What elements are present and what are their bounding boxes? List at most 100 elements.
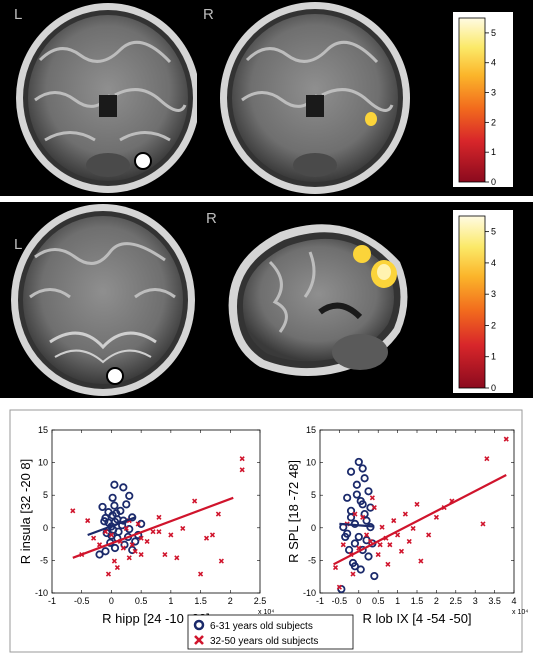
orientation-label-right: R — [203, 6, 214, 23]
y-tick-label: -5 — [308, 555, 316, 565]
x-tick-label: 1.5 — [411, 596, 424, 606]
data-point-old — [398, 548, 405, 554]
regression-line — [339, 522, 375, 528]
data-point-old — [85, 518, 91, 524]
data-point-old — [180, 525, 186, 532]
data-point-old — [375, 551, 381, 558]
data-point-young — [119, 483, 128, 492]
data-point-old — [96, 542, 103, 548]
data-point-young — [360, 474, 369, 483]
colorbar-bottom: 5 4 3 2 1 0 — [458, 215, 496, 393]
data-point-young — [364, 552, 373, 561]
legend-old-label: 32-50 years old subjects — [210, 636, 318, 647]
data-point-old — [503, 436, 509, 442]
data-point-old — [144, 538, 150, 545]
data-point-old — [70, 508, 76, 514]
data-point-young — [352, 490, 361, 499]
data-point-old — [123, 525, 129, 532]
data-point-young — [364, 487, 373, 496]
data-point-young — [354, 532, 363, 542]
data-point-old — [371, 505, 377, 511]
x-tick-label: 0.5 — [135, 596, 148, 606]
data-point-old — [379, 524, 385, 530]
data-point-old — [426, 532, 432, 538]
data-point-old — [418, 558, 424, 564]
data-point-old — [395, 532, 401, 538]
x-tick-label: 1 — [395, 596, 400, 606]
data-point-old — [336, 584, 342, 590]
colorbar-tick-label: 3 — [491, 88, 496, 98]
data-point-old — [203, 535, 210, 541]
data-point-old — [360, 514, 366, 520]
data-point-old — [126, 555, 132, 561]
x-tick-label: 1.5 — [194, 596, 207, 606]
data-point-young — [360, 510, 369, 519]
data-point-old — [414, 501, 420, 507]
data-point-old — [129, 542, 135, 548]
data-point-young — [104, 508, 113, 517]
y-tick-label: 10 — [38, 458, 48, 468]
data-point-young — [343, 493, 352, 502]
regression-line — [72, 496, 234, 559]
x-tick-label: 1 — [168, 596, 173, 606]
data-point-young — [131, 537, 140, 546]
data-point-old — [132, 548, 138, 554]
colorbar-tick-label: 0 — [491, 177, 496, 187]
y-tick-label: 15 — [38, 425, 48, 435]
x-tick-label: 3.5 — [488, 596, 501, 606]
data-point-old — [209, 532, 216, 538]
data-point-young — [356, 496, 365, 506]
data-point-old — [108, 532, 114, 538]
regression-line — [87, 516, 136, 537]
data-point-young — [370, 571, 379, 581]
orientation-label-left: L — [14, 6, 23, 23]
coronal-slice-activation-top: R — [197, 0, 423, 196]
legend-young-label: 6-31 years old subjects — [210, 621, 313, 632]
data-point-old — [215, 511, 221, 517]
data-point-old — [135, 521, 141, 527]
data-point-old — [340, 542, 346, 548]
data-point-old — [114, 565, 120, 571]
colorbar-tick-label: 3 — [491, 289, 496, 299]
data-point-old — [174, 555, 180, 561]
x-tick-label: 2 — [228, 596, 233, 606]
data-point-young — [358, 464, 367, 473]
plot-frame — [51, 429, 261, 594]
colorbar-panel-top: 5 4 3 2 1 0 — [423, 0, 533, 196]
data-point-young — [95, 550, 104, 559]
data-point-young — [350, 562, 360, 571]
data-point-old — [198, 571, 204, 577]
data-point-old — [387, 542, 393, 548]
x-tick-label: 0 — [109, 596, 114, 606]
data-point-old — [91, 535, 97, 541]
colorbar-tick-label: 4 — [491, 258, 496, 268]
x-multiplier-label: x 10⁴ — [258, 609, 274, 616]
x-tick-label: 0 — [356, 596, 361, 606]
sagittal-slice-activation: R — [200, 202, 423, 398]
data-point-old — [363, 532, 370, 538]
colorbar-tick-label: 5 — [491, 28, 496, 38]
x-tick-label: 2.5 — [450, 596, 463, 606]
x-axis-label: R lob IX [4 -54 -50] — [362, 611, 471, 626]
data-point-young — [346, 467, 356, 476]
colorbar-tick-label: 1 — [491, 352, 496, 362]
colorbar-tick-label: 2 — [491, 117, 496, 127]
y-tick-label: -10 — [35, 588, 48, 598]
x-tick-label: 3 — [473, 596, 478, 606]
data-point-old — [332, 565, 339, 571]
data-point-young — [110, 501, 119, 510]
data-point-old — [102, 529, 109, 535]
data-point-old — [350, 571, 356, 577]
colorbar-tick-label: 2 — [491, 320, 496, 330]
x-tick-label: -1 — [316, 596, 324, 606]
data-point-old — [192, 498, 198, 504]
y-tick-label: 5 — [311, 490, 316, 500]
data-point-old — [156, 514, 162, 520]
data-point-old — [480, 521, 486, 527]
x-tick-label: 4 — [511, 596, 516, 606]
data-point-old — [433, 514, 439, 520]
y-tick-label: -10 — [303, 588, 316, 598]
data-point-young — [128, 513, 137, 522]
scatter-plot-cerebellum: -1 -0.5 0 0.5 1 1.5 2 2.5 3 3.5 4 -10 -5 0 5 10 15 x 10⁴ R… — [286, 425, 528, 626]
